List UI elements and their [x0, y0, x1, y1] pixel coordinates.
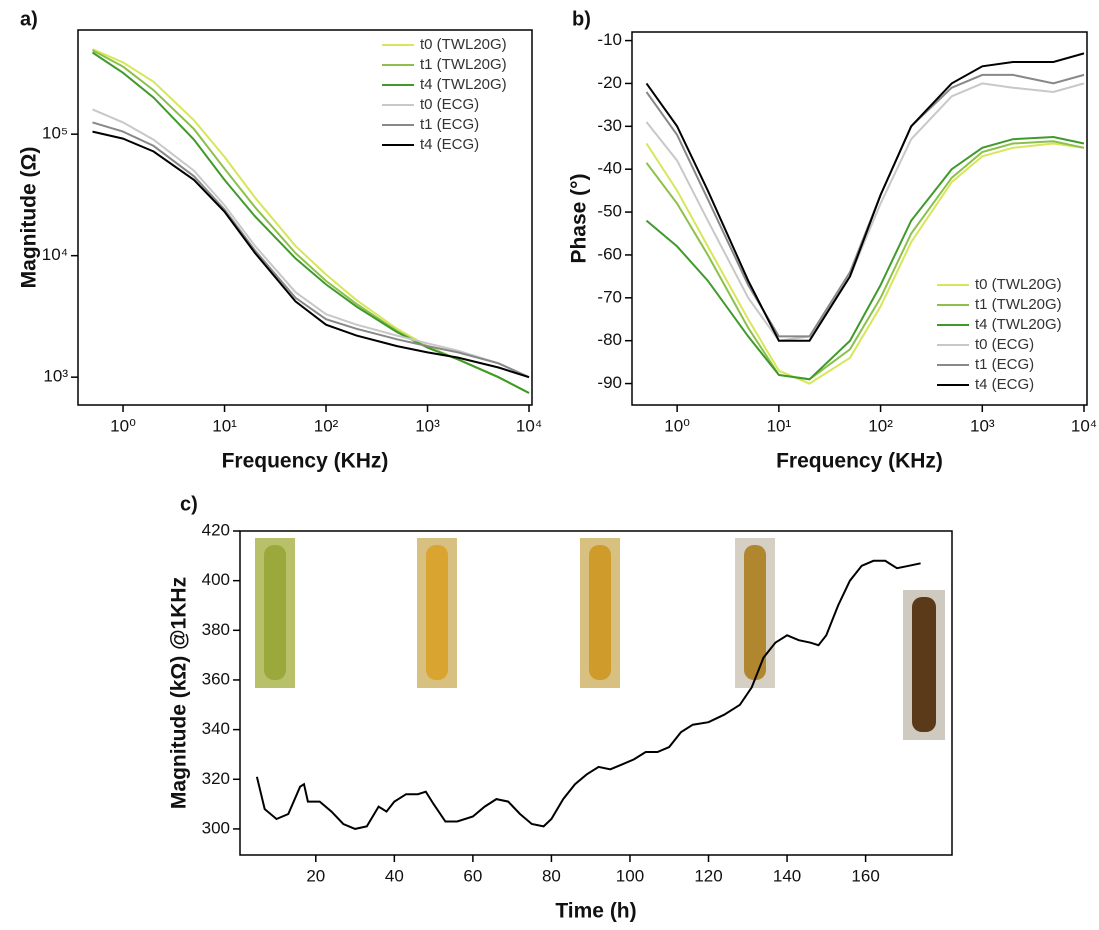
x-tick-label: 10⁰ — [664, 416, 690, 435]
photo — [589, 545, 611, 680]
y-tick-label: 10⁴ — [42, 245, 68, 264]
x-tick-label: 10¹ — [212, 416, 237, 435]
x-tick-label: 10² — [868, 416, 893, 435]
legend-label: t1 (ECG) — [420, 116, 479, 133]
legend-label: t0 (ECG) — [975, 336, 1034, 353]
legend-label: t4 (ECG) — [420, 136, 479, 153]
y-tick-label: 420 — [202, 520, 230, 539]
x-tick-label: 140 — [773, 866, 801, 885]
y-tick-label: 320 — [202, 769, 230, 788]
panel-label: b) — [572, 8, 591, 30]
x-axis-label: Time (h) — [555, 900, 636, 923]
photo — [264, 545, 286, 680]
y-tick-label: -10 — [597, 30, 622, 49]
y-tick-label: 400 — [202, 570, 230, 589]
y-tick-label: -60 — [597, 244, 622, 263]
plot-frame — [77, 29, 533, 406]
legend-label: t0 (ECG) — [420, 96, 479, 113]
y-tick-label: -80 — [597, 330, 622, 349]
legend-label: t4 (TWL20G) — [420, 76, 507, 93]
photo — [912, 597, 936, 732]
x-tick-label: 160 — [851, 866, 879, 885]
legend-label: t1 (TWL20G) — [420, 56, 507, 73]
y-tick-label: -30 — [597, 116, 622, 135]
y-tick-label: -50 — [597, 202, 622, 221]
plot-frame — [239, 530, 953, 856]
x-tick-label: 10⁴ — [516, 416, 542, 435]
legend-label: t0 (TWL20G) — [975, 276, 1062, 293]
data-line — [92, 130, 530, 379]
y-tick-label: 360 — [202, 669, 230, 688]
x-tick-label: 10¹ — [767, 416, 792, 435]
y-tick-label: 380 — [202, 620, 230, 639]
legend-label: t4 (TWL20G) — [975, 316, 1062, 333]
x-tick-label: 40 — [385, 866, 404, 885]
y-tick-label: 10⁵ — [42, 124, 68, 143]
data-line — [92, 108, 530, 379]
x-axis-label: Frequency (KHz) — [776, 450, 943, 473]
x-tick-label: 120 — [694, 866, 722, 885]
legend-label: t4 (ECG) — [975, 376, 1034, 393]
plot-frame — [631, 31, 1088, 406]
x-tick-label: 10⁴ — [1071, 416, 1097, 435]
x-tick-label: 10³ — [970, 416, 995, 435]
data-line — [645, 142, 1085, 385]
y-tick-label: -90 — [597, 373, 622, 392]
banana-photos — [255, 538, 945, 740]
data-line — [645, 135, 1085, 381]
y-tick-label: 300 — [202, 818, 230, 837]
y-tick-label: 340 — [202, 719, 230, 738]
y-axis-label: Phase (°) — [568, 173, 591, 263]
x-tick-label: 10² — [314, 416, 339, 435]
x-axis-label: Frequency (KHz) — [222, 450, 389, 473]
photo — [426, 545, 448, 680]
x-tick-label: 10³ — [415, 416, 440, 435]
legend-label: t1 (TWL20G) — [975, 296, 1062, 313]
y-tick-label: -40 — [597, 159, 622, 178]
data-line — [645, 140, 1085, 381]
data-line — [645, 52, 1085, 342]
y-axis-label: Magnitude (kΩ) @1KHz — [168, 577, 191, 809]
data-line — [645, 82, 1085, 342]
y-tick-label: -20 — [597, 73, 622, 92]
x-tick-label: 100 — [616, 866, 644, 885]
data-line — [255, 559, 921, 830]
photo — [744, 545, 766, 680]
legend-label: t0 (TWL20G) — [420, 36, 507, 53]
x-tick-label: 60 — [463, 866, 482, 885]
data-line — [92, 121, 530, 379]
x-tick-label: 10⁰ — [110, 416, 136, 435]
y-tick-label: 10³ — [43, 367, 68, 386]
panel-label: c) — [180, 493, 198, 515]
panel-label: a) — [20, 8, 38, 30]
legend-label: t1 (ECG) — [975, 356, 1034, 373]
x-tick-label: 20 — [306, 866, 325, 885]
y-axis-label: Magnitude (Ω) — [18, 147, 41, 289]
x-tick-label: 80 — [542, 866, 561, 885]
y-tick-label: -70 — [597, 287, 622, 306]
